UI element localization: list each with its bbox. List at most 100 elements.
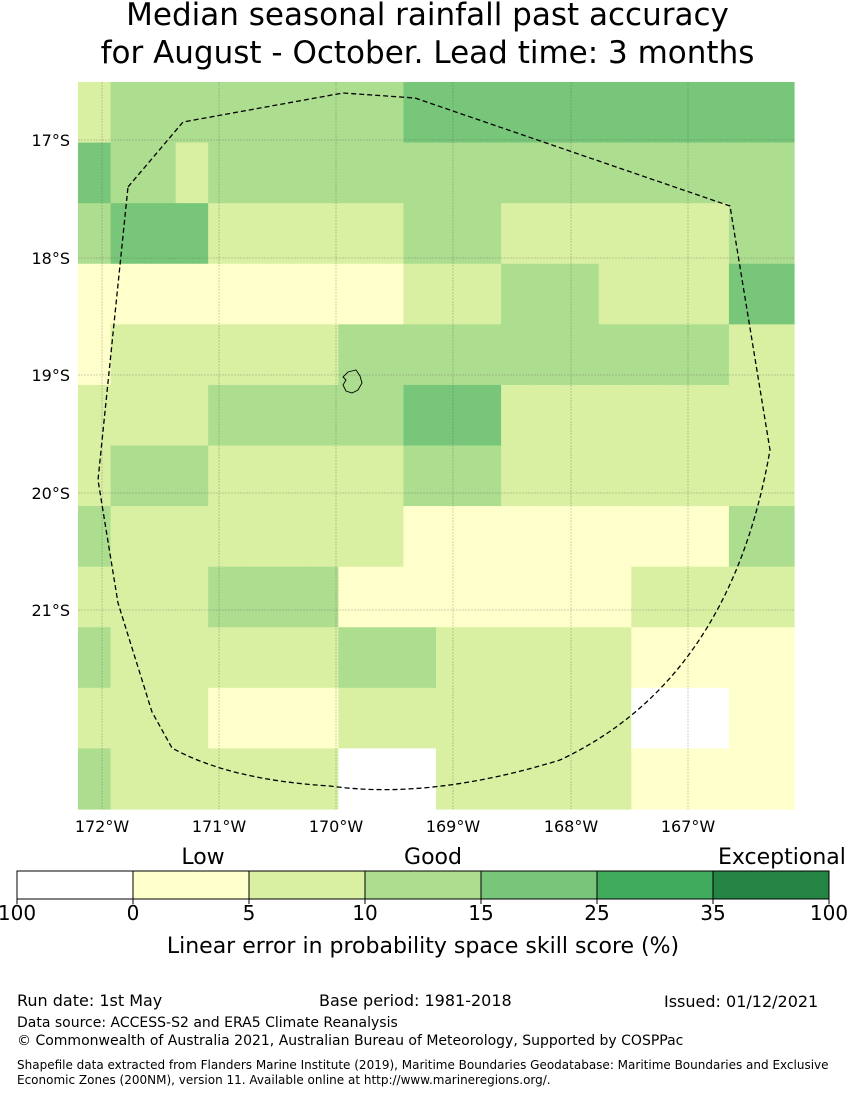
skill-grid-cell [370, 748, 405, 810]
skill-grid-cell [403, 324, 437, 386]
skill-grid-cell [436, 627, 470, 689]
skill-grid-cell [631, 445, 665, 507]
skill-grid-cell [501, 566, 535, 628]
skill-grid-cell [240, 324, 274, 386]
colorbar-tick-label: 35 [700, 901, 725, 925]
skill-grid-cell [370, 506, 405, 568]
skill-grid-cell [110, 566, 144, 628]
skill-grid-cell [696, 203, 730, 265]
skill-grid-cell [728, 748, 763, 810]
skill-grid-cell [143, 748, 177, 810]
skill-grid-cell [696, 142, 730, 204]
skill-grid-cell [305, 263, 339, 325]
skill-grid-cell [761, 687, 795, 750]
skill-grid-cell [728, 687, 763, 750]
skill-grid-cell [370, 263, 405, 325]
lat-tick-18s: 18°S [31, 249, 70, 268]
skill-grid-cell [501, 506, 535, 568]
skill-grid-cell [273, 627, 307, 689]
skill-grid-cell [273, 324, 307, 386]
skill-grid-cell [370, 82, 405, 144]
skill-grid-cell [501, 445, 535, 507]
skill-grid-cell [761, 627, 795, 689]
skill-grid-cell [175, 566, 209, 628]
skill-grid-cell [240, 263, 274, 325]
skill-grid-cell [501, 82, 535, 144]
skill-grid-cell [273, 203, 307, 265]
base-period: Base period: 1981-2018 [319, 991, 512, 1010]
skill-grid-cell [566, 82, 600, 144]
colorbar-swatch [365, 871, 482, 899]
skill-grid-cell [403, 627, 437, 689]
skill-grid-cell [403, 748, 437, 810]
skill-grid-cell [663, 748, 697, 810]
skill-grid-cell [175, 506, 209, 568]
skill-grid-cell [240, 506, 274, 568]
skill-grid-cell [761, 748, 795, 810]
skill-grid-cell [728, 627, 763, 689]
skill-grid-cell [110, 627, 144, 689]
skill-grid-cell [208, 142, 242, 204]
skill-grid-cell [663, 687, 697, 750]
skill-grid-cell [696, 82, 730, 144]
skill-grid-cell [631, 263, 665, 325]
skill-grid-cell [436, 203, 470, 265]
skill-grid-cell [338, 506, 372, 568]
skill-grid-cell [598, 203, 632, 265]
skill-grid-cell [728, 142, 763, 204]
colorbar-ticks [16, 871, 830, 904]
skill-grid-cell [338, 384, 372, 447]
skill-grid-cell [598, 82, 632, 144]
colorbar-category-low: Low [181, 845, 224, 870]
colorbar-tick-label: 100 [0, 901, 36, 925]
skill-grid-cell [370, 687, 405, 750]
skill-grid-cell [696, 324, 730, 386]
skill-grid-cell [501, 203, 535, 265]
skill-grid-cell [598, 445, 632, 507]
skill-grid-cell [403, 384, 437, 447]
skill-grid-cell [110, 687, 144, 750]
skill-grid-cell [761, 445, 795, 507]
skill-grid-cell [110, 203, 144, 265]
skill-grid-cell [273, 263, 307, 325]
skill-grid-cell [175, 445, 209, 507]
skill-grid-cell [728, 566, 763, 628]
skill-grid-cell [566, 203, 600, 265]
skill-grid-cell [631, 506, 665, 568]
skill-grid-cell [370, 384, 405, 447]
skill-grid-cell [338, 687, 372, 750]
shapefile-credit-line-1: Shapefile data extracted from Flanders M… [17, 1058, 829, 1072]
skill-grid-cell [208, 445, 242, 507]
lat-tick-21s: 21°S [31, 601, 70, 620]
skill-grid-cell [110, 445, 144, 507]
colorbar-swatch [713, 871, 830, 899]
skill-grid-cell [566, 384, 600, 447]
skill-grid-cell [696, 506, 730, 568]
skill-grid-cell [208, 263, 242, 325]
skill-grid-cell [728, 203, 763, 265]
skill-grid-cell [566, 506, 600, 568]
skill-grid-cell [501, 324, 535, 386]
skill-grid-cell [305, 203, 339, 265]
skill-grid-cell [761, 142, 795, 204]
colorbar-tick-label: 100 [810, 901, 848, 925]
skill-grid-cell [338, 263, 372, 325]
skill-grid-cell [533, 748, 567, 810]
skill-grid-cell [533, 142, 567, 204]
issued-date: Issued: 01/12/2021 [664, 992, 819, 1011]
skill-grid-cell [631, 384, 665, 447]
skill-grid-cell [436, 82, 470, 144]
skill-grid-cell [501, 748, 535, 810]
skill-grid-cell [501, 384, 535, 447]
skill-grid-cell [110, 324, 144, 386]
skill-grid-cell [175, 203, 209, 265]
colorbar-tick-label: 25 [584, 901, 609, 925]
skill-grid-cell [78, 687, 112, 750]
colorbar [17, 871, 830, 899]
skill-grid-cell [468, 324, 502, 386]
skill-grid-cell [533, 687, 567, 750]
skill-grid-cell [143, 627, 177, 689]
skill-grid-cell [663, 445, 697, 507]
skill-grid-cell [273, 687, 307, 750]
